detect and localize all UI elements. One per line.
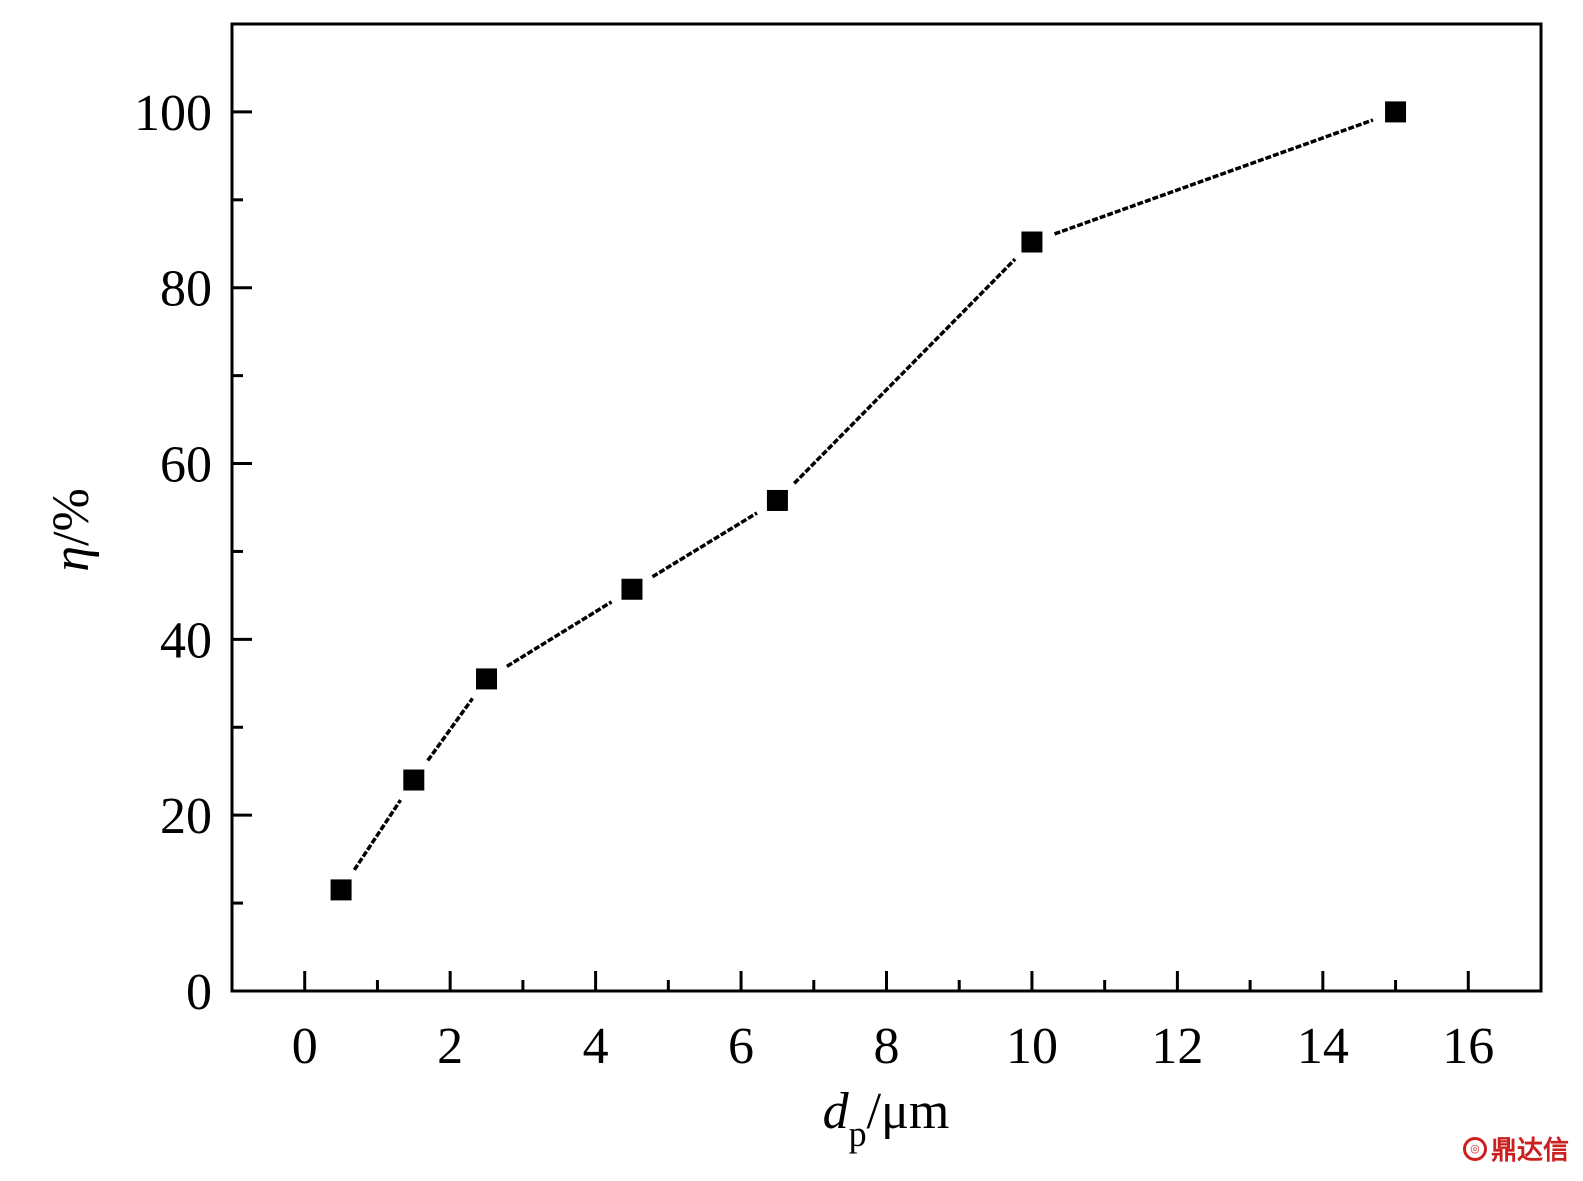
data-point-marker [1021,231,1043,253]
y-tick-label: 100 [134,85,212,142]
series-line-segment [651,511,758,579]
x-tick-label: 6 [728,1018,754,1075]
x-tick-label: 10 [1006,1018,1058,1075]
x-tick-label: 0 [292,1018,318,1075]
tick-group: 0 2 4 6 8 10 12 14 16 0 20 40 60 80 100 [134,85,1494,1075]
y-tick-label: 0 [186,964,212,1021]
x-tick-label: 2 [437,1018,463,1075]
data-point-marker [766,489,788,511]
x-axis-subscript: p [849,1114,867,1154]
x-tick-label: 16 [1442,1018,1494,1075]
y-axis-unit: /% [43,488,100,546]
y-tick-label: 80 [160,261,212,318]
x-axis-unit: /μm [867,1083,950,1140]
y-tick-label: 60 [160,437,212,494]
x-tick-label: 4 [583,1018,609,1075]
series-line-segment [426,697,474,762]
series-line-segment [1053,118,1374,236]
series-line-group [352,118,1374,871]
data-point-marker [476,668,498,690]
data-point-marker [330,879,352,901]
x-axis-title: dp/μm [823,1083,950,1154]
series-line-segment [506,600,613,668]
y-tick-label: 20 [160,788,212,845]
data-point-marker [403,769,425,791]
logo-icon: ◎ [1462,1136,1487,1161]
x-tick-label: 8 [874,1018,900,1075]
series-line-segment [793,257,1017,485]
y-axis-symbol: η [43,546,100,572]
data-point-marker [1385,101,1407,123]
y-axis-title: η/% [43,488,100,572]
plot-frame [230,22,1543,993]
y-tick-label: 40 [160,612,212,669]
watermark: ◎ 鼎达信 [1462,1130,1569,1167]
watermark-text: 鼎达信 [1490,1136,1569,1166]
series-line-segment [352,799,403,871]
x-tick-label: 12 [1151,1018,1203,1075]
data-point-marker [621,578,643,600]
x-axis-symbol: d [823,1083,850,1140]
x-tick-label: 14 [1297,1018,1349,1075]
marker-group [330,101,1407,901]
